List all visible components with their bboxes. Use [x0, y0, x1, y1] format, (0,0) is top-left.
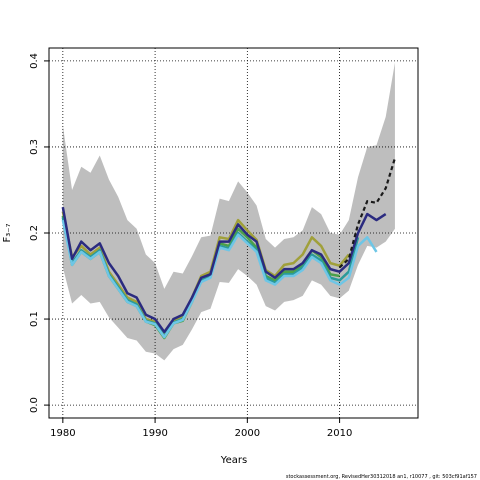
y-tick-label: 0.3 — [29, 139, 40, 155]
plot-frame — [48, 47, 419, 419]
y-tick-label: 0.4 — [29, 53, 40, 69]
series-line — [338, 157, 396, 269]
series-line — [61, 206, 387, 334]
y-axis-label: F₃₋₇ — [2, 223, 13, 242]
x-tick-label: 2010 — [327, 428, 352, 439]
x-tick-label: 2000 — [235, 428, 260, 439]
confidence-band — [62, 62, 395, 361]
y-tick-label: 0.2 — [29, 225, 40, 241]
series-line — [61, 211, 350, 336]
x-axis-label: Years — [220, 455, 247, 466]
footnote: stockassessment.org, RevisedHer30312018 … — [286, 474, 477, 480]
series-line — [61, 219, 378, 339]
y-tick-label: 0.0 — [29, 397, 40, 413]
y-tick-label: 0.1 — [29, 311, 40, 327]
x-tick-label: 1990 — [142, 428, 167, 439]
x-tick-label: 1980 — [50, 428, 75, 439]
